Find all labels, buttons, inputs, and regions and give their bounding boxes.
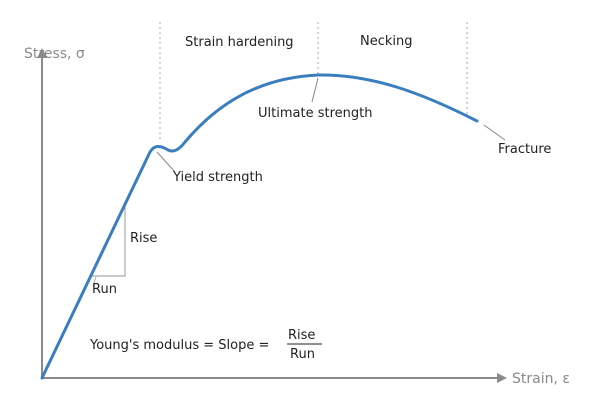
x-axis-label: Strain, ε (512, 371, 570, 387)
slope-triangle (91, 206, 126, 277)
fracture-leader (483, 124, 506, 141)
ultimate-strength-label: Ultimate strength (258, 106, 372, 121)
rise-label: Rise (130, 231, 157, 246)
y-axis-label: Stress, σ (24, 46, 85, 62)
fracture-label: Fracture (498, 142, 551, 157)
run-label: Run (92, 282, 117, 297)
necking-label: Necking (360, 34, 413, 49)
ultimate-strength-leader (311, 77, 319, 103)
yield-strength-label: Yield strength (172, 170, 263, 185)
yield-strength-leader (156, 151, 176, 173)
run-leader (92, 276, 97, 287)
youngs-modulus-formula: Young's modulus = Slope = (89, 338, 269, 353)
stress-strain-curve (40, 73, 479, 380)
strain-hardening-label: Strain hardening (185, 35, 294, 50)
formula-numerator: Rise (288, 328, 315, 343)
formula-denominator: Run (290, 347, 315, 362)
